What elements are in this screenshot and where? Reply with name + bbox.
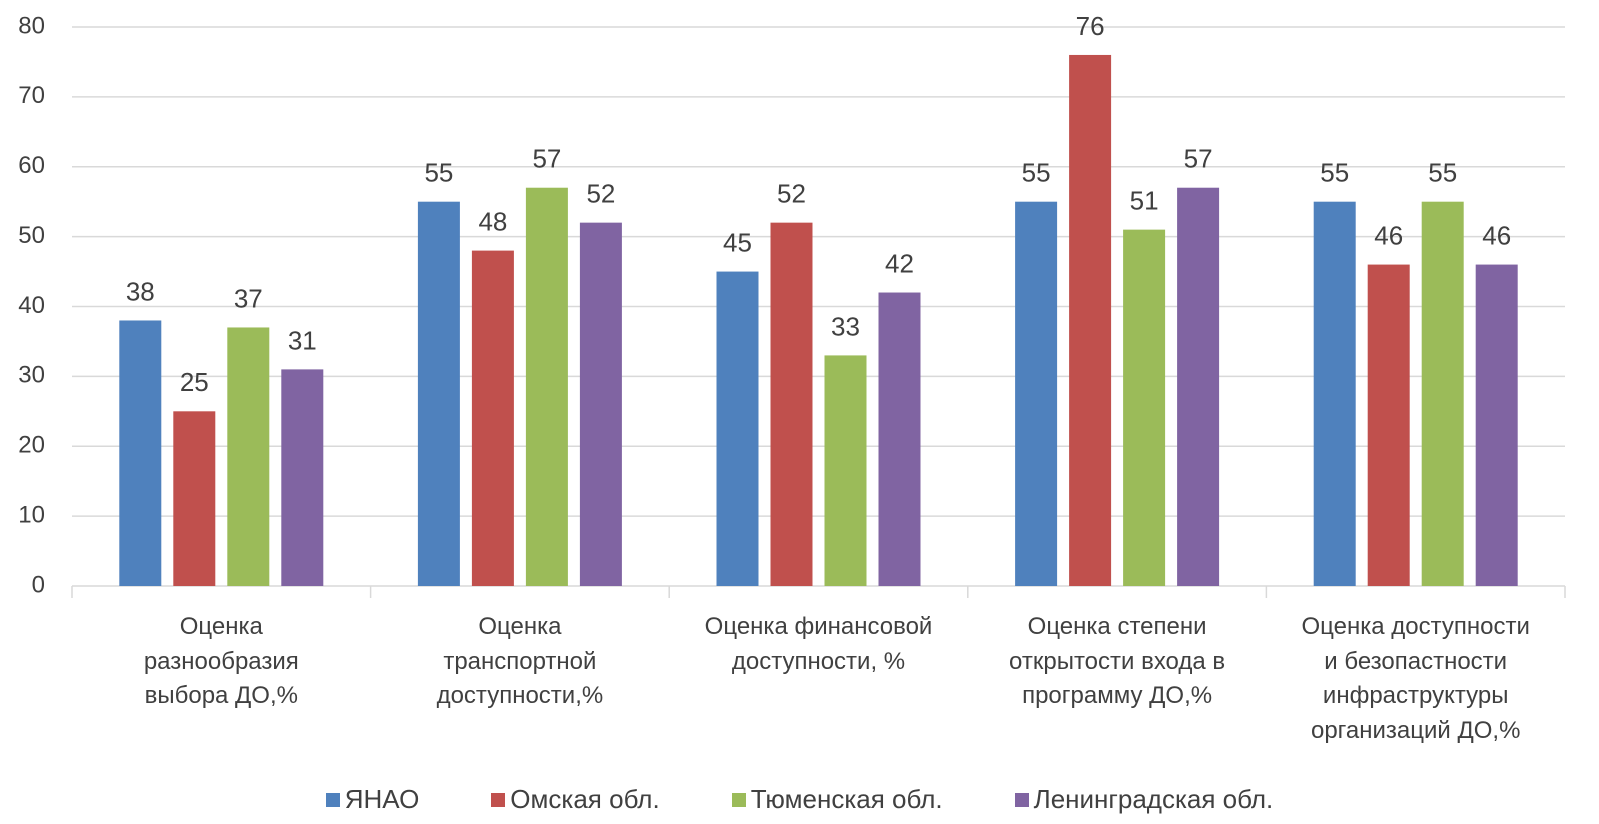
legend-item: Омская обл. <box>491 784 660 815</box>
legend-swatch <box>325 792 340 807</box>
value-label: 57 <box>532 144 561 174</box>
legend: ЯНАО Омская обл. Тюменская обл. Ленинградск… <box>0 784 1599 815</box>
value-label: 48 <box>478 206 507 236</box>
x-tick-label: Оценка доступности и безопастности инфра… <box>1301 613 1530 744</box>
bar <box>1177 187 1220 586</box>
x-tick-label: Оценка степени открытости входа в програ… <box>1009 613 1226 709</box>
value-label: 57 <box>1184 144 1213 174</box>
bar <box>227 327 270 586</box>
value-label: 55 <box>1320 158 1349 188</box>
bar <box>1475 264 1518 586</box>
bar <box>525 187 568 586</box>
legend-swatch <box>491 792 506 807</box>
value-label: 55 <box>1428 158 1457 188</box>
value-label: 55 <box>1022 158 1051 188</box>
value-label: 52 <box>777 179 806 209</box>
value-label: 55 <box>424 158 453 188</box>
x-tick-label: Оценка транспортной доступности,% <box>436 613 604 709</box>
x-tick-label: Оценка разнообразия выбора ДО,% <box>143 613 299 709</box>
y-tick-label: 80 <box>18 12 45 39</box>
bar <box>878 292 921 586</box>
y-tick-label: 60 <box>18 152 45 179</box>
y-tick-label: 40 <box>18 292 45 319</box>
y-tick-label: 30 <box>18 362 45 389</box>
value-label: 31 <box>288 325 317 355</box>
legend-label: ЯНАО <box>344 784 420 814</box>
legend-label: Омская обл. <box>510 784 660 814</box>
bar <box>119 320 162 586</box>
legend-label: Тюменская обл. <box>750 784 943 814</box>
bar <box>281 369 324 586</box>
bar <box>770 222 813 586</box>
x-tick-label: Оценка финансовой доступности, % <box>704 613 933 675</box>
legend-label: Ленинградская обл. <box>1033 784 1274 814</box>
y-tick-label: 50 <box>18 222 45 249</box>
y-tick-label: 70 <box>18 82 45 109</box>
bar <box>716 271 759 586</box>
value-label: 51 <box>1130 186 1159 216</box>
bar <box>824 355 867 586</box>
legend-swatch <box>1014 792 1029 807</box>
legend-item: Тюменская обл. <box>731 784 943 815</box>
bar <box>1313 201 1356 586</box>
value-label: 33 <box>831 311 860 341</box>
bar <box>1069 54 1112 586</box>
value-label: 45 <box>723 227 752 257</box>
value-label: 76 <box>1076 11 1105 41</box>
legend-item: Ленинградская обл. <box>1014 784 1274 815</box>
y-tick-label: 10 <box>18 501 45 528</box>
bar <box>1367 264 1410 586</box>
y-tick-label: 20 <box>18 432 45 459</box>
bar <box>1123 229 1166 586</box>
bar <box>417 201 460 586</box>
legend-item: ЯНАО <box>325 784 420 815</box>
plot: 0 10 20 30 40 50 60 70 80 38 25 37 31 55 48 57 52 45 52 33 4… <box>18 11 1566 598</box>
bar <box>471 250 514 586</box>
y-tick-label: 0 <box>32 571 45 598</box>
value-label: 42 <box>885 248 914 278</box>
value-label: 37 <box>234 283 263 313</box>
bar <box>1015 201 1058 586</box>
bar <box>1421 201 1464 586</box>
bar <box>579 222 622 586</box>
value-label: 25 <box>180 367 209 397</box>
value-label: 46 <box>1374 220 1403 250</box>
legend-swatch <box>731 792 746 807</box>
bar <box>173 411 216 586</box>
value-label: 46 <box>1482 220 1511 250</box>
value-label: 38 <box>126 276 155 306</box>
value-label: 52 <box>586 179 615 209</box>
